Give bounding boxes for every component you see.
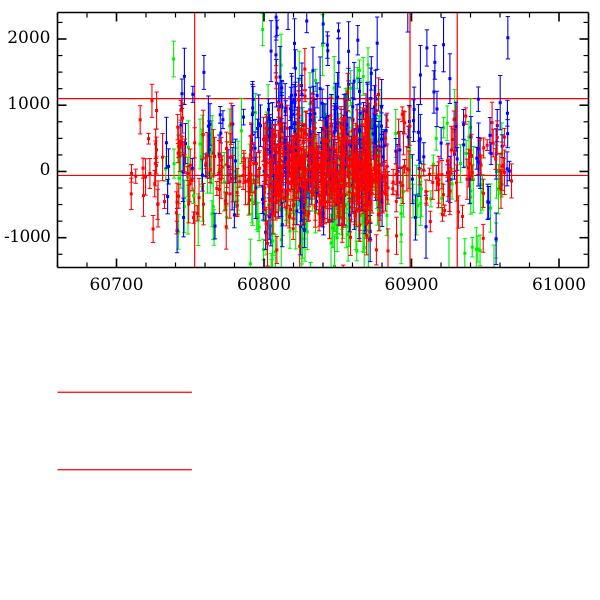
top-xtick-label: 60900 [384, 274, 439, 295]
top-ytick-label: -1000 [3, 226, 51, 247]
top-ytick-label: 1000 [7, 94, 51, 115]
reference-lines [57, 391, 192, 471]
axes [56, 11, 590, 269]
top-xtick-label: 61000 [531, 274, 587, 295]
bottom-panel-canvas [57, 391, 192, 471]
top-xtick-label: 60700 [89, 274, 144, 295]
top-xtick-label: 60800 [236, 274, 292, 295]
top-panel-canvas [56, 11, 590, 269]
series-red [129, 47, 514, 268]
bottom-panel [0, 300, 600, 600]
top-panel: -1000 0 1000 2000 60700 60800 60900 61000 [3, 11, 590, 295]
top-ytick-label: 0 [39, 160, 51, 181]
top-ytick-label: 2000 [7, 27, 51, 48]
